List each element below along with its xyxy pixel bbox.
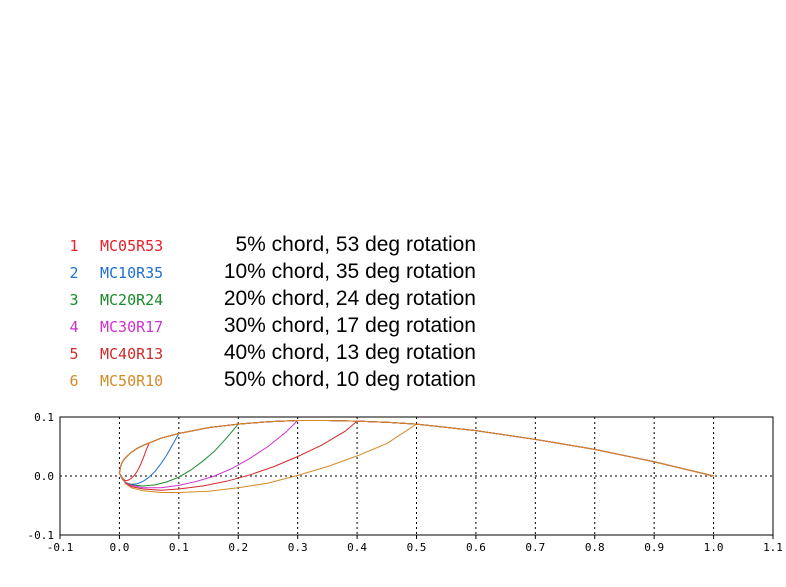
legend-code: MC20R24	[100, 291, 163, 309]
legend-index: 2	[69, 264, 78, 282]
series-line-MC10R35	[118, 433, 180, 485]
x-tick-label: 0.8	[585, 541, 605, 554]
y-tick-label: 0.0	[34, 470, 54, 483]
x-tick-label: 0.2	[228, 541, 248, 554]
series-lines	[118, 420, 714, 493]
x-tick-label: 0.7	[525, 541, 545, 554]
legend-description: 30% chord, 17 deg rotation	[224, 314, 476, 337]
x-tick-label: 1.1	[763, 541, 783, 554]
series-line-MC50R10	[118, 423, 417, 493]
legend-index: 1	[69, 237, 78, 255]
legend-code: MC50R10	[100, 372, 163, 390]
x-tick-label: 1.0	[704, 541, 724, 554]
legend-index: 5	[69, 345, 78, 363]
x-tick-label: 0.0	[109, 541, 129, 554]
legend-description: 40% chord, 13 deg rotation	[224, 341, 476, 364]
x-tick-label: 0.3	[288, 541, 308, 554]
legend-code: MC05R53	[100, 237, 163, 255]
series-line-MC40R13	[118, 420, 358, 491]
legend: 1 MC05R53 5% chord, 53 deg rotation 2 MC10R3…	[69, 233, 476, 391]
x-tick-label: 0.6	[466, 541, 486, 554]
upper-surface-MC50R10	[118, 420, 714, 477]
series-line-MC30R17	[118, 420, 299, 489]
x-tick-label: 0.4	[347, 541, 367, 554]
x-tick-label: 0.5	[407, 541, 427, 554]
y-tick-label: 0.1	[34, 411, 54, 424]
legend-description: 50% chord, 10 deg rotation	[224, 368, 476, 391]
legend-code: MC40R13	[100, 345, 163, 363]
x-tick-label: -0.1	[47, 541, 74, 554]
axis-ticks: -0.1 0.0 0.1 0.2 0.3 0.4 0.5 0.6 0.7 0.8 0.9 1.0 1.1…	[28, 411, 783, 554]
legend-index: 4	[69, 318, 78, 336]
legend-index: 3	[69, 291, 78, 309]
grid	[60, 417, 773, 535]
x-tick-label: 0.9	[644, 541, 664, 554]
y-tick-label: -0.1	[28, 529, 55, 542]
legend-index: 6	[69, 372, 78, 390]
x-tick-label: 0.1	[169, 541, 189, 554]
legend-description: 5% chord, 53 deg rotation	[236, 233, 477, 256]
series-line-MC05R53	[118, 442, 150, 482]
legend-description: 10% chord, 35 deg rotation	[224, 260, 476, 283]
legend-code: MC10R35	[100, 264, 163, 282]
legend-code: MC30R17	[100, 318, 163, 336]
legend-description: 20% chord, 24 deg rotation	[224, 287, 476, 310]
